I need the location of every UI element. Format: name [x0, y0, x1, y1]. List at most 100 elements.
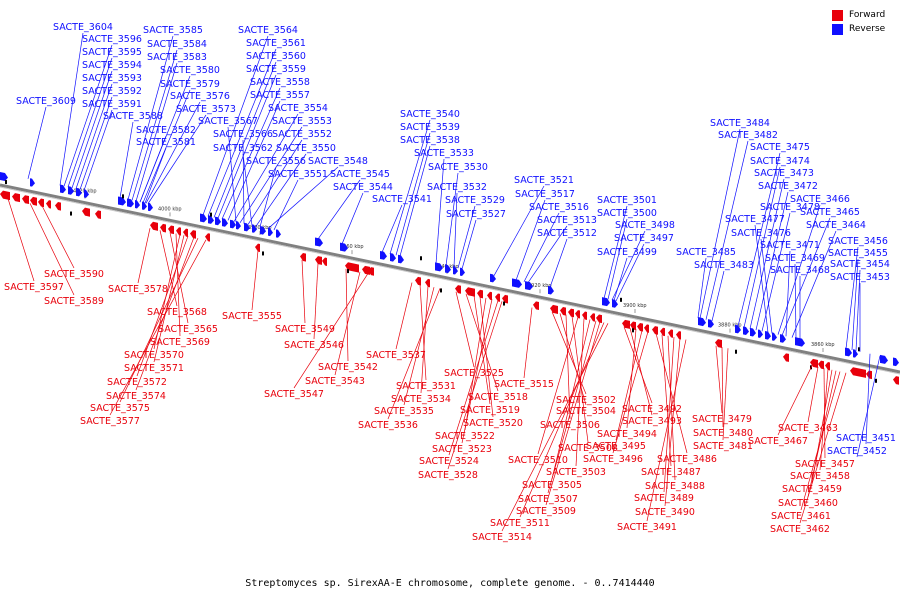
forward-gene-leader	[565, 314, 571, 420]
legend-reverse[interactable]: Reverse	[832, 22, 892, 36]
reverse-gene-label: SACTE_3604	[53, 22, 113, 33]
reverse-gene-label: SACTE_3482	[718, 130, 778, 141]
reverse-gene-label: SACTE_3485	[676, 247, 736, 258]
scale-tick-label: 3880 kbp	[718, 323, 742, 329]
reverse-gene	[602, 297, 610, 307]
forward-gene-label: SACTE_3509	[516, 506, 576, 517]
forward-gene-label: SACTE_3488	[645, 481, 705, 492]
reverse-gene-leader	[845, 246, 859, 349]
reverse-gene-label: SACTE_3517	[515, 189, 575, 200]
forward-gene-label: SACTE_3568	[147, 307, 207, 318]
forward-gene-label: SACTE_3528	[418, 470, 478, 481]
reverse-gene-label: SACTE_3582	[136, 125, 196, 136]
reverse-gene	[340, 242, 348, 252]
reverse-gene	[780, 334, 786, 343]
reverse-gene-label: SACTE_3576	[170, 91, 230, 102]
reverse-gene-label: SACTE_3540	[400, 109, 460, 120]
forward-gene	[676, 331, 681, 340]
forward-gene-leader	[41, 205, 75, 269]
reverse-gene-label: SACTE_3566	[213, 129, 273, 140]
reverse-gene	[135, 200, 140, 209]
forward-gene-label: SACTE_3531	[396, 381, 456, 392]
reverse-gene-label: SACTE_3580	[160, 65, 220, 76]
forward-gene	[455, 285, 461, 294]
reverse-gene-label: SACTE_3468	[770, 265, 830, 276]
feature-marker	[735, 349, 737, 354]
reverse-gene-label: SACTE_3552	[272, 129, 332, 140]
reverse-gene-label: SACTE_3562	[213, 143, 273, 154]
reverse-gene-label: SACTE_3466	[790, 194, 850, 205]
forward-gene-label: SACTE_3459	[782, 484, 842, 495]
forward-gene-label: SACTE_3480	[693, 428, 753, 439]
legend-forward[interactable]: Forward	[832, 8, 892, 22]
forward-gene-leader	[664, 338, 681, 507]
reverse-gene-label: SACTE_3567	[198, 116, 258, 127]
forward-gene-label: SACTE_3508	[558, 443, 618, 454]
reverse-gene-label: SACTE_3455	[828, 248, 888, 259]
forward-gene-label: SACTE_3514	[472, 532, 532, 543]
forward-gene-leader	[800, 371, 841, 511]
forward-gene	[596, 314, 602, 324]
forward-gene-label: SACTE_3546	[284, 340, 344, 351]
forward-gene-label: SACTE_3515	[494, 379, 554, 390]
forward-gene	[893, 376, 899, 385]
forward-gene-leader	[461, 299, 493, 444]
forward-gene-leader	[715, 345, 723, 414]
reverse-gene-leader	[453, 192, 458, 268]
forward-gene-leader	[479, 296, 494, 418]
forward-gene	[465, 287, 475, 297]
forward-gene-leader	[119, 237, 199, 403]
forward-gene-label: SACTE_3578	[108, 284, 168, 295]
reverse-gene-label: SACTE_3583	[147, 52, 207, 63]
reverse-gene-leader	[381, 204, 403, 253]
forward-gene-label: SACTE_3460	[778, 498, 838, 509]
reverse-gene	[390, 253, 396, 262]
forward-gene-label: SACTE_3523	[432, 444, 492, 455]
reverse-gene-label: SACTE_3573	[176, 104, 236, 115]
forward-gene	[425, 278, 430, 288]
reverse-gene-label: SACTE_3529	[445, 195, 505, 206]
reverse-gene	[772, 332, 777, 341]
reverse-gene	[708, 319, 714, 328]
reverse-gene-leader	[754, 224, 769, 333]
forward-gene	[590, 313, 595, 322]
reverse-gene	[743, 326, 749, 336]
forward-gene-label: SACTE_3535	[374, 406, 434, 417]
reverse-gene-leader	[607, 218, 628, 300]
reverse-gene-leader	[794, 263, 797, 339]
reverse-gene-label: SACTE_3548	[308, 156, 368, 167]
forward-gene-leader	[136, 235, 189, 377]
feature-marker	[503, 301, 505, 306]
reverse-gene-leader	[233, 113, 299, 222]
reverse-gene	[200, 213, 207, 223]
reverse-gene-leader	[399, 145, 431, 257]
forward-gene-label: SACTE_3492	[622, 404, 682, 415]
forward-gene-leader	[313, 263, 319, 340]
reverse-gene-leader	[131, 49, 178, 201]
reverse-gene	[268, 227, 273, 237]
reverse-gene-leader	[699, 128, 741, 319]
reverse-gene-label: SACTE_3561	[246, 38, 306, 49]
forward-gene-label: SACTE_3569	[150, 337, 210, 348]
forward-gene-leader	[519, 322, 605, 518]
reverse-gene-leader	[247, 139, 303, 225]
reverse-gene-leader	[242, 139, 245, 224]
reverse-gene-leader	[523, 212, 560, 283]
feature-marker	[858, 347, 860, 352]
reverse-gene-label: SACTE_3595	[82, 47, 142, 58]
forward-gene	[850, 367, 866, 378]
forward-gene	[568, 308, 574, 318]
reverse-gene-label: SACTE_3550	[276, 143, 336, 154]
reverse-gene	[76, 187, 82, 197]
forward-gene-leader	[403, 287, 435, 406]
reverse-gene-label: SACTE_3474	[750, 156, 810, 167]
forward-gene-leader	[807, 370, 837, 498]
reverse-gene-label: SACTE_3499	[597, 247, 657, 258]
reverse-gene	[30, 178, 35, 187]
reverse-gene	[765, 330, 771, 340]
reverse-gene	[260, 226, 266, 235]
forward-gene	[0, 190, 10, 201]
forward-gene	[150, 221, 158, 231]
forward-gene	[637, 322, 643, 332]
forward-gene	[715, 339, 722, 349]
